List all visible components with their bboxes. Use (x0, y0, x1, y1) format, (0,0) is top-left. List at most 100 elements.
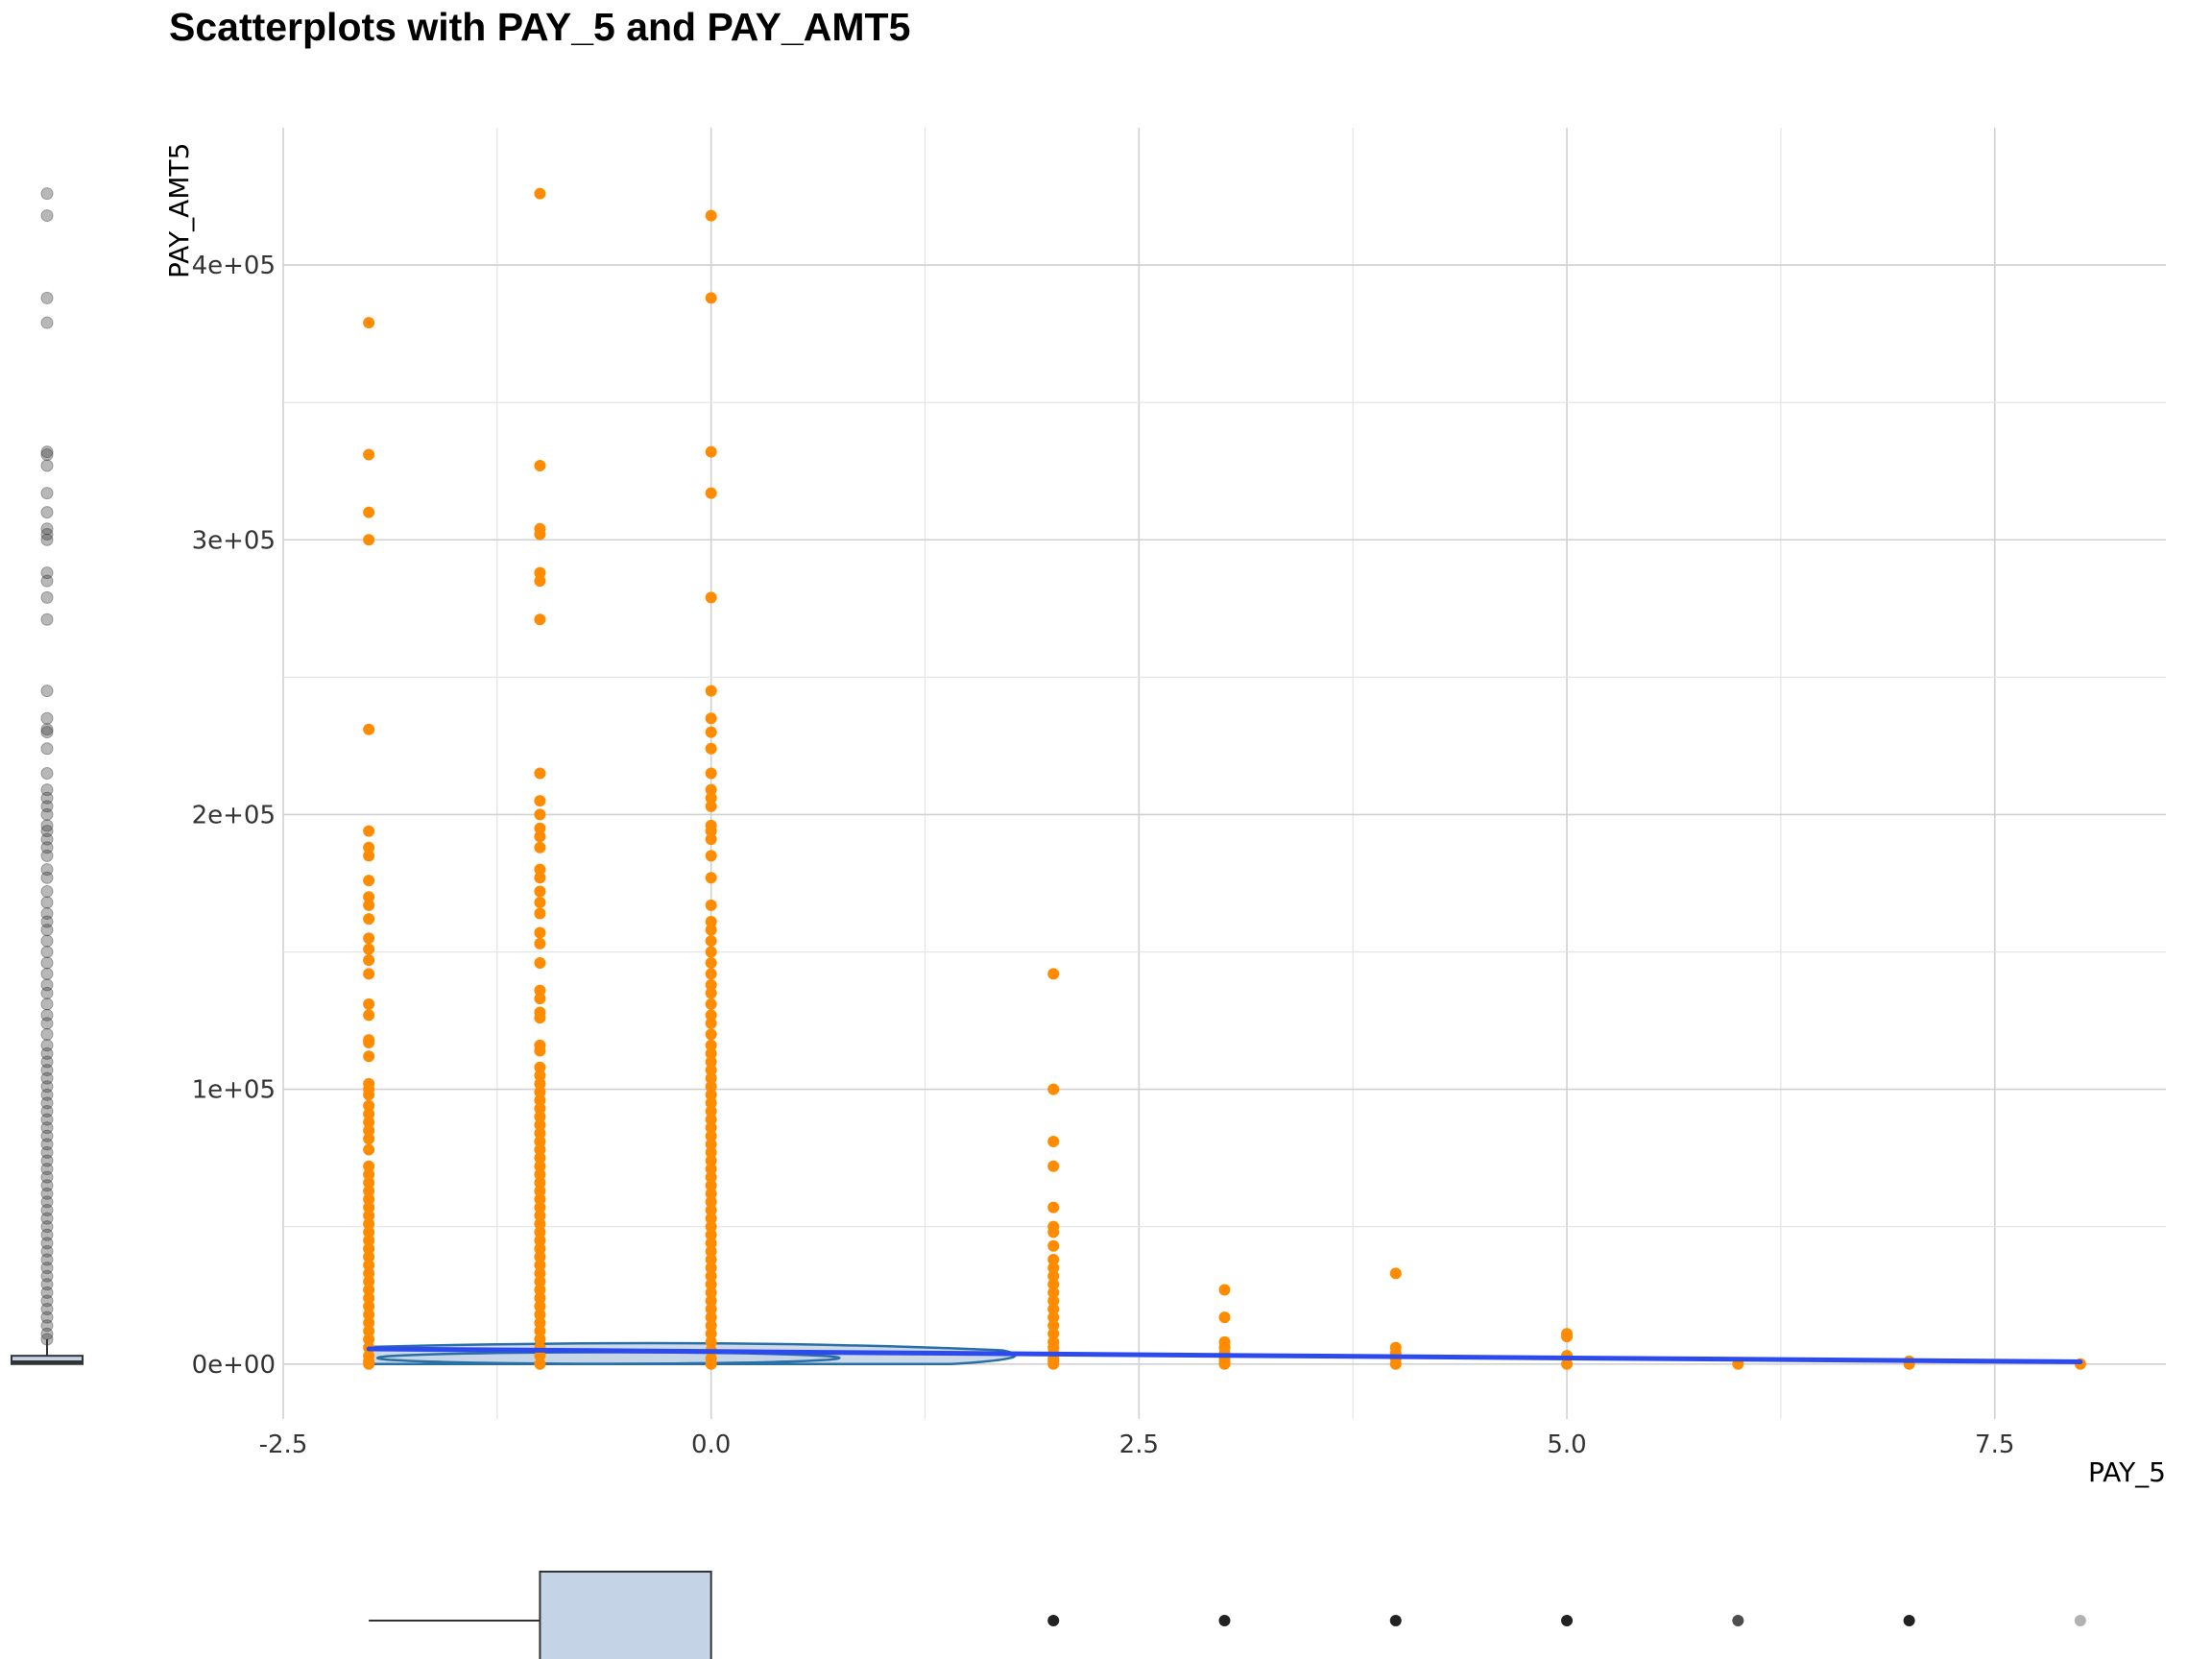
data-point (534, 885, 546, 898)
marginal-y-outlier (40, 1027, 54, 1041)
smooth-trend-line (366, 1346, 2083, 1364)
data-point (534, 1325, 546, 1337)
x-tick-label: 2.5 (1119, 1431, 1159, 1459)
marginal-y-outlier (40, 1244, 54, 1258)
marginal-y-outlier (40, 832, 54, 846)
data-point (363, 1124, 375, 1137)
marginal-x-box (539, 1571, 712, 1659)
data-point (705, 1335, 717, 1348)
data-point (363, 1143, 375, 1156)
marginal-y-outlier (40, 533, 54, 546)
marginal-y-outlier (40, 1064, 54, 1077)
data-point (363, 1210, 375, 1222)
data-point (363, 1325, 375, 1337)
data-point (1047, 1254, 1060, 1266)
data-point (534, 1234, 546, 1246)
data-point (705, 1294, 717, 1307)
data-point (363, 875, 375, 887)
data-point (363, 1334, 375, 1346)
data-point (534, 822, 546, 834)
marginal-y-outlier (40, 528, 54, 541)
data-point (1047, 1294, 1060, 1307)
data-point (705, 1089, 717, 1101)
data-point (534, 575, 546, 588)
data-point (705, 1009, 717, 1022)
data-point (534, 1061, 546, 1073)
data-point (1047, 1135, 1060, 1147)
data-point (534, 1267, 546, 1280)
marginal-y-outlier (40, 800, 54, 813)
data-point (363, 1050, 375, 1063)
marginal-y-outlier (40, 1237, 54, 1250)
marginal-y-outlier (40, 1104, 54, 1118)
marginal-y-outlier (40, 915, 54, 928)
data-point (534, 863, 546, 876)
data-point (1047, 1239, 1060, 1252)
data-point (363, 1168, 375, 1181)
y-tick-label: 0e+00 (192, 1351, 276, 1380)
data-point (705, 1254, 717, 1266)
data-point (363, 1309, 375, 1321)
data-point (534, 528, 546, 541)
data-point (705, 1114, 717, 1126)
marginal-y-boxplot (11, 187, 84, 1365)
data-point (705, 1220, 717, 1233)
data-point (534, 1350, 546, 1362)
data-point (534, 1242, 546, 1255)
data-point (534, 1193, 546, 1206)
marginal-y-outlier (40, 1154, 54, 1167)
data-point (705, 1245, 717, 1258)
marginal-y-outlier (40, 1046, 54, 1060)
x-tick-label: 0.0 (691, 1431, 731, 1459)
data-point (534, 1070, 546, 1082)
data-point (534, 1259, 546, 1271)
marginal-y-outlier (40, 1121, 54, 1135)
data-point (705, 1213, 717, 1225)
marginal-y-outlier (40, 1113, 54, 1126)
data-point (363, 1242, 375, 1255)
data-point (534, 1118, 546, 1131)
marginal-y-outlier (40, 791, 54, 805)
marginal-y-outlier (40, 1088, 54, 1101)
data-point (534, 795, 546, 807)
data-point (705, 968, 717, 980)
data-point (363, 913, 375, 926)
marginal-y-outlier (40, 1333, 54, 1346)
data-point (363, 1193, 375, 1206)
data-point (705, 792, 717, 805)
y-axis-title: PAY_AMT5 (163, 143, 195, 278)
marginal-y-outlier (40, 566, 54, 580)
marginal-y-outlier (40, 1303, 54, 1316)
marginal-y-outlier (40, 967, 54, 980)
data-point (1047, 1083, 1060, 1095)
data-point (705, 899, 717, 911)
data-point (705, 1171, 717, 1184)
data-point (705, 1155, 717, 1166)
data-point (363, 891, 375, 903)
data-point (363, 1300, 375, 1312)
data-point (705, 685, 717, 697)
y-tick-label: 2e+05 (192, 801, 276, 830)
data-point (705, 1179, 717, 1191)
data-point (1218, 1311, 1231, 1324)
data-point (534, 897, 546, 908)
data-point (534, 187, 546, 200)
marginal-y-outlier (40, 1294, 54, 1308)
data-point (705, 1146, 717, 1159)
data-point (363, 1316, 375, 1329)
data-point (363, 317, 375, 329)
data-point (705, 726, 717, 738)
data-point (363, 1201, 375, 1214)
data-point (363, 448, 375, 461)
data-point (1218, 1284, 1231, 1296)
marginal-y-outlier (40, 1286, 54, 1299)
marginal-y-outlier (40, 841, 54, 854)
data-point (363, 506, 375, 518)
data-point (705, 1080, 717, 1093)
data-point (1047, 968, 1060, 980)
data-point (705, 712, 717, 725)
data-point (1047, 1286, 1060, 1299)
data-point (705, 1017, 717, 1029)
marginal-y-outlier (40, 1204, 54, 1217)
